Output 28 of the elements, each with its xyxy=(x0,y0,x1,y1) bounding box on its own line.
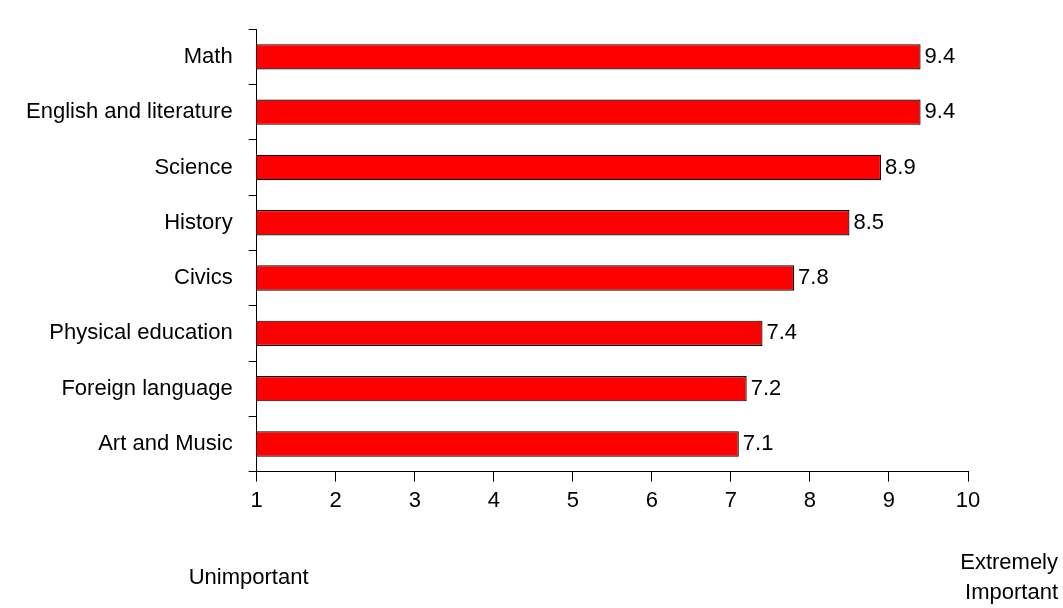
data-label: 9.4 xyxy=(924,98,956,124)
data-label: 7.1 xyxy=(742,430,774,456)
data-label: 7.4 xyxy=(766,319,798,345)
x-tick-label: 2 xyxy=(329,486,342,512)
x-tick-label: 6 xyxy=(645,486,658,512)
data-label: 8.5 xyxy=(853,208,885,234)
x-tick-label: 10 xyxy=(955,486,981,512)
data-label: 7.8 xyxy=(798,264,829,290)
x-tick-label: 3 xyxy=(408,486,421,512)
y-tick-label: Foreign language xyxy=(61,374,233,400)
x-tick-label: 9 xyxy=(882,486,896,512)
y-tick-label: English and literature xyxy=(25,98,233,124)
x-tick-label: 1 xyxy=(250,486,263,512)
data-label: 7.2 xyxy=(750,374,782,400)
y-tick-label: Science xyxy=(154,153,233,179)
y-tick-label: Math xyxy=(183,42,233,68)
text: Unimportant xyxy=(188,563,309,589)
data-label: 9.4 xyxy=(924,42,956,68)
y-tick-label: Civics xyxy=(174,264,233,290)
x-tick-label: 7 xyxy=(724,486,738,512)
y-tick-label: Physical education xyxy=(49,319,233,345)
y-tick-label: Art and Music xyxy=(98,430,233,456)
x-tick-label: 4 xyxy=(487,486,500,512)
data-label: 8.9 xyxy=(885,153,916,179)
y-tick-label: History xyxy=(164,208,233,234)
x-tick-label: 5 xyxy=(566,486,579,512)
x-tick-label: 8 xyxy=(803,486,817,512)
text: Extremely Important xyxy=(960,548,1058,604)
